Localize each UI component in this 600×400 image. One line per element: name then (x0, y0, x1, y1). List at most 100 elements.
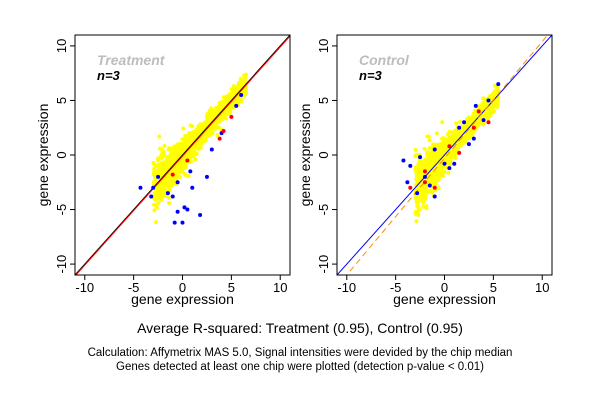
point-yellow (445, 132, 450, 137)
point-blue (496, 82, 501, 87)
x-tick-label: -10 (337, 280, 356, 295)
point-red (476, 109, 481, 114)
calculation-note-line2: Genes detected at least one chip were pl… (116, 361, 484, 373)
x-axis-label: gene expression (131, 291, 234, 307)
panel-1: -10 -5 0 5 10 -10 -5 0 5 10 gene expression gene ex… (35, 34, 291, 307)
panel-2: -10 -5 0 5 10 -10 -5 0 5 10 gene expression gene ex… (297, 34, 553, 307)
point-yellow (492, 83, 497, 88)
point-yellow (224, 116, 229, 121)
point-yellow (166, 147, 171, 152)
point-yellow (181, 126, 186, 131)
point-red (471, 125, 476, 130)
point-blue (452, 161, 457, 166)
point-yellow (416, 185, 421, 189)
point-yellow (486, 116, 490, 121)
point-yellow (468, 131, 473, 136)
point-red (170, 172, 175, 177)
y-tick-label: -10 (316, 255, 331, 274)
point-yellow (422, 146, 427, 151)
point-yellow (415, 204, 420, 209)
point-red (229, 114, 234, 119)
x-tick-label: 5 (490, 280, 497, 295)
point-yellow (447, 138, 452, 142)
y-tick-label: 10 (316, 39, 331, 53)
point-yellow (234, 97, 239, 102)
point-blue (427, 183, 432, 188)
point-yellow (156, 158, 161, 163)
point-blue (172, 220, 177, 225)
point-yellow (449, 149, 454, 154)
y-tick-label: -5 (316, 204, 331, 216)
point-yellow (182, 143, 187, 148)
panel-title: Treatment (97, 52, 166, 68)
point-blue (415, 191, 420, 196)
point-yellow (167, 201, 172, 205)
point-yellow (458, 142, 463, 147)
point-yellow (421, 204, 426, 209)
plot-area (75, 35, 290, 275)
point-blue (188, 169, 193, 174)
point-yellow (423, 190, 428, 195)
point-yellow (460, 131, 465, 136)
point-yellow (485, 113, 490, 118)
point-yellow (427, 158, 432, 163)
point-yellow (488, 109, 493, 114)
point-yellow (216, 105, 221, 110)
point-red (217, 136, 222, 141)
point-yellow (168, 162, 173, 166)
point-yellow (490, 93, 495, 97)
point-yellow (199, 142, 204, 146)
point-yellow (212, 122, 217, 127)
point-blue (182, 205, 187, 210)
point-yellow (186, 174, 191, 178)
point-yellow (239, 83, 243, 88)
point-yellow (432, 174, 437, 179)
point-blue (170, 194, 175, 199)
point-yellow (415, 166, 420, 171)
point-yellow (217, 118, 222, 123)
series-yellow (413, 83, 501, 224)
point-yellow (232, 86, 237, 90)
panel-title: Control (359, 52, 410, 68)
point-yellow (413, 196, 418, 201)
point-yellow (483, 99, 488, 104)
point-yellow (429, 171, 434, 176)
point-blue (165, 191, 170, 196)
point-yellow (166, 196, 171, 200)
point-yellow (441, 136, 446, 141)
point-blue (422, 174, 427, 179)
point-blue (138, 185, 143, 190)
point-yellow (156, 200, 161, 205)
point-yellow (452, 130, 457, 135)
point-yellow (229, 95, 234, 100)
point-yellow (425, 134, 430, 139)
point-blue (190, 185, 195, 190)
point-blue (408, 163, 413, 168)
point-blue (180, 220, 185, 225)
y-axis-label: gene expression (35, 104, 51, 207)
point-yellow (495, 85, 500, 90)
point-yellow (190, 148, 195, 153)
point-yellow (181, 163, 186, 167)
fit-line (75, 35, 290, 275)
point-yellow (241, 78, 246, 83)
point-yellow (423, 193, 428, 198)
point-blue (204, 174, 209, 179)
point-blue (175, 209, 180, 214)
point-yellow (419, 189, 424, 194)
point-blue (432, 194, 437, 199)
point-yellow (170, 147, 175, 151)
point-yellow (414, 177, 419, 182)
point-red (422, 169, 427, 174)
point-yellow (182, 137, 187, 141)
point-yellow (415, 211, 420, 216)
y-tick-label: 5 (316, 97, 331, 104)
y-tick-label: -5 (54, 204, 69, 216)
point-yellow (183, 133, 188, 138)
point-yellow (425, 166, 430, 171)
point-yellow (188, 152, 193, 157)
calculation-note-line1: Calculation: Affymetrix MAS 5.0, Signal … (87, 347, 513, 359)
point-yellow (160, 148, 165, 152)
point-yellow (420, 159, 425, 164)
